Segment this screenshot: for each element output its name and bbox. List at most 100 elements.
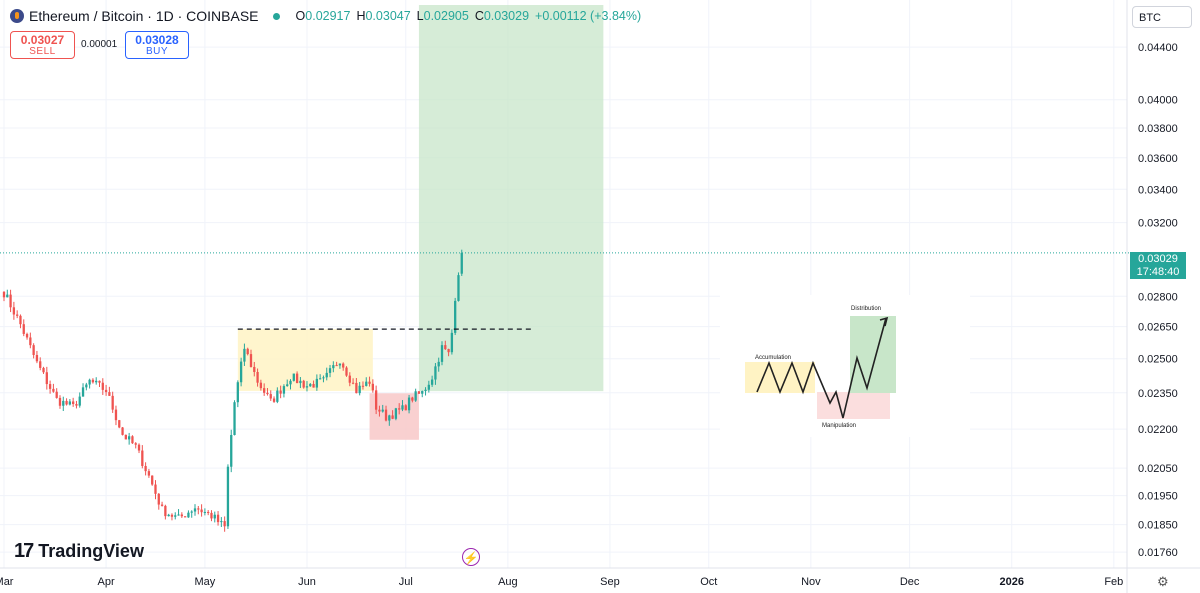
candle [305,381,309,392]
candle-body [72,401,75,405]
y-tick-label: 0.04400 [1138,42,1178,54]
candle-body [263,388,266,393]
candle-body [447,349,450,353]
candle-body [210,512,213,519]
candle [213,511,216,523]
candle [332,361,335,373]
high-label: H [356,9,366,23]
candle [81,383,85,397]
candle [417,391,421,394]
candle-body [22,324,25,334]
x-tick-label: Jul [399,576,413,588]
candle-body [164,505,167,517]
candle-body [85,384,88,388]
candle [151,475,154,486]
candle [35,350,39,364]
tradingview-logo[interactable]: 17 TradingView [14,540,144,563]
open-label: O [295,9,306,23]
y-tick-label: 0.03600 [1138,153,1178,165]
candle-body [203,511,207,513]
candle [342,362,345,371]
candle [230,429,233,473]
candle-body [35,354,39,362]
y-tick-label: 0.02050 [1138,463,1178,475]
sell-label: SELL [29,46,56,57]
candle-body [430,379,434,385]
candle [141,445,144,469]
flash-icon[interactable]: ⚡ [462,548,480,566]
candle-body [220,521,223,523]
candle-body [414,391,417,401]
spread-value: 0.00001 [81,39,118,50]
buy-button[interactable]: 0.03028 BUY [125,31,189,59]
candle-body [216,514,220,523]
candle [39,357,42,371]
candle-body [48,384,52,389]
candle-body [355,382,358,394]
x-tick-label: Mar [0,576,14,588]
amd-manipulation-box [817,392,890,419]
candle [335,361,338,367]
x-tick-label: Feb [1104,576,1123,588]
candle [210,510,213,522]
candle-body [361,385,365,387]
candle [95,377,98,385]
candle-body [272,398,276,402]
candle-body [55,391,58,398]
candle-body [197,508,200,510]
candle [391,410,394,420]
candle [381,404,384,413]
x-tick-label: Oct [700,576,717,588]
candle [299,377,302,389]
settings-gear-icon[interactable]: ⚙ [1157,574,1169,589]
candle-body [58,397,62,406]
candle [430,375,434,387]
close-value: 0.03029 [483,9,530,23]
candle-body [417,391,421,394]
candle [256,368,259,387]
candle [253,361,256,377]
amd-distribution-box [850,316,896,393]
candle [121,427,124,436]
candle [351,378,355,385]
candle-body [256,371,259,383]
candle [450,329,454,355]
amd-price-path [756,317,887,419]
buy-label: BUY [145,46,169,57]
candle [45,366,48,390]
y-tick-label: 0.03800 [1138,123,1178,135]
low-value: 0.02905 [423,9,469,23]
candle-body [42,367,45,373]
symbol-title[interactable]: Ethereum / Bitcoin · 1D · COINBASE [29,8,259,24]
candle-body [2,291,6,298]
sell-price: 0.03027 [20,33,65,47]
candle [147,468,151,478]
sell-button[interactable]: 0.03027 SELL [10,31,75,59]
candle-body [424,389,427,392]
candle [378,405,381,417]
candle [207,510,210,516]
candle-body [338,363,342,366]
candle [437,357,440,372]
candle [19,314,22,329]
candle-body [239,361,243,383]
candle [315,374,319,391]
candle-body [286,384,289,387]
tradingview-mark: 17 [14,540,34,562]
candle [424,387,427,396]
candle [68,398,72,406]
y-tick-label: 0.02200 [1138,424,1178,436]
candle-body [134,443,137,445]
candle-body [434,366,437,380]
candle [58,395,62,409]
candle [154,480,157,500]
candle-body [322,377,325,379]
candle-body [444,345,447,350]
currency-selector[interactable]: BTC [1132,6,1192,28]
y-tick-label: 0.03400 [1138,184,1178,196]
candle-body [98,380,101,383]
candle [292,373,295,382]
candle [200,504,203,517]
candle-body [6,294,9,298]
